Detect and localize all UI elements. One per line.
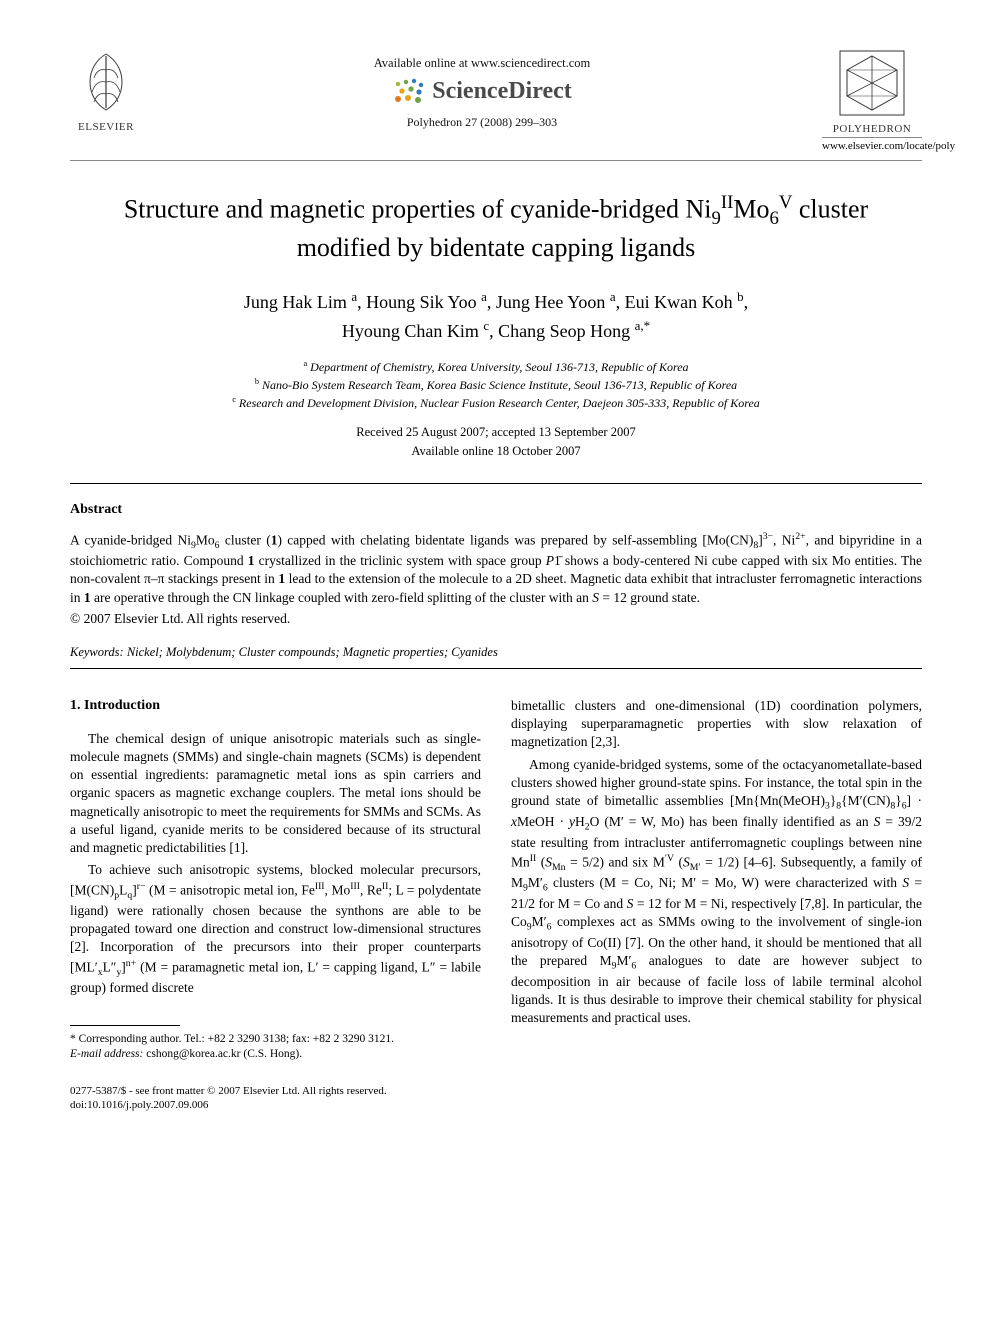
article-title: Structure and magnetic properties of cya… — [100, 191, 892, 265]
doi-line: doi:10.1016/j.poly.2007.09.006 — [70, 1098, 481, 1112]
header-rule — [70, 160, 922, 161]
journal-header: ELSEVIER Available online at www.science… — [70, 50, 922, 152]
journal-reference: Polyhedron 27 (2008) 299–303 — [142, 115, 822, 130]
elsevier-logo: ELSEVIER — [70, 50, 142, 133]
received-accepted-dates: Received 25 August 2007; accepted 13 Sep… — [70, 425, 922, 440]
body-columns: 1. Introduction The chemical design of u… — [70, 697, 922, 1113]
sciencedirect-logo: ScienceDirect — [392, 77, 572, 105]
intro-heading: 1. Introduction — [70, 697, 481, 716]
available-online-date: Available online 18 October 2007 — [70, 444, 922, 459]
left-column: 1. Introduction The chemical design of u… — [70, 697, 481, 1113]
corresponding-email-line: E-mail address: cshong@korea.ac.kr (C.S.… — [70, 1047, 481, 1062]
affiliation-b: b Nano-Bio System Research Team, Korea B… — [70, 377, 922, 393]
keywords-line: Keywords: Nickel; Molybdenum; Cluster co… — [70, 645, 922, 660]
footer-issn-doi: 0277-5387/$ - see front matter © 2007 El… — [70, 1084, 481, 1113]
center-header: Available online at www.sciencedirect.co… — [142, 50, 822, 130]
intro-para-4: Among cyanide-bridged systems, some of t… — [511, 756, 922, 1028]
intro-para-2: To achieve such anisotropic systems, blo… — [70, 861, 481, 997]
keywords-list: Nickel; Molybdenum; Cluster compounds; M… — [127, 645, 498, 659]
issn-line: 0277-5387/$ - see front matter © 2007 El… — [70, 1084, 481, 1098]
abstract-bottom-rule — [70, 668, 922, 669]
email-label: E-mail address: — [70, 1048, 143, 1060]
polyhedron-logo: POLYHEDRON www.elsevier.com/locate/poly — [822, 50, 922, 152]
journal-url: www.elsevier.com/locate/poly — [822, 137, 922, 152]
abstract-copyright: © 2007 Elsevier Ltd. All rights reserved… — [70, 611, 922, 627]
sciencedirect-text: ScienceDirect — [432, 78, 572, 105]
sciencedirect-icon — [392, 77, 426, 105]
email-address: cshong@korea.ac.kr — [146, 1048, 240, 1060]
abstract-top-rule — [70, 483, 922, 484]
keywords-label: Keywords: — [70, 645, 124, 659]
elsevier-label: ELSEVIER — [70, 121, 142, 133]
footnote-rule — [70, 1025, 180, 1026]
affiliation-a: a Department of Chemistry, Korea Univers… — [70, 359, 922, 375]
corresponding-author-footnote: * Corresponding author. Tel.: +82 2 3290… — [70, 1032, 481, 1062]
right-column: bimetallic clusters and one-dimensional … — [511, 697, 922, 1113]
polyhedron-icon — [839, 50, 905, 116]
corresponding-line1: * Corresponding author. Tel.: +82 2 3290… — [70, 1032, 481, 1047]
intro-para-3: bimetallic clusters and one-dimensional … — [511, 697, 922, 752]
authors-list: Jung Hak Lim a, Houng Sik Yoo a, Jung He… — [70, 287, 922, 345]
abstract-body: A cyanide-bridged Ni9Mo6 cluster (1) cap… — [70, 530, 922, 607]
abstract-heading: Abstract — [70, 502, 922, 518]
affiliations: a Department of Chemistry, Korea Univers… — [70, 359, 922, 411]
polyhedron-label: POLYHEDRON — [822, 123, 922, 135]
affiliation-c: c Research and Development Division, Nuc… — [70, 395, 922, 411]
email-owner: (C.S. Hong). — [243, 1048, 302, 1060]
elsevier-tree-icon — [76, 50, 136, 114]
intro-para-1: The chemical design of unique anisotropi… — [70, 730, 481, 858]
available-online-text: Available online at www.sciencedirect.co… — [142, 56, 822, 71]
